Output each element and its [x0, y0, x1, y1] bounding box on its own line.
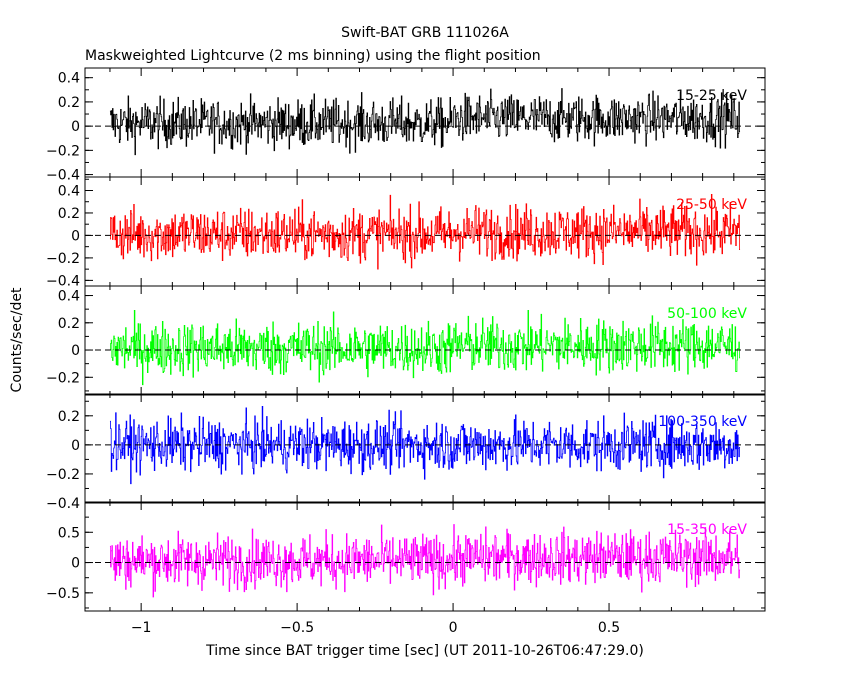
y-tick-label: −0.5: [46, 586, 80, 602]
band-label-15-350-kev: 15-350 keV: [667, 522, 747, 538]
y-tick-label: 0.2: [58, 409, 80, 425]
panels-group: −0.4 −0.2 0 0.2 0.4 15-25 keV −0.4 −0.2 0 0.2 0.4 2…: [46, 67, 766, 636]
y-tick-label: 0: [71, 438, 80, 454]
y-tick-label: 0: [71, 556, 80, 572]
y-tick-label: 0: [71, 119, 80, 135]
y-tick-label: 0: [71, 228, 80, 244]
y-tick-label: −0.2: [46, 370, 80, 386]
series-25-50-kev: [109, 194, 741, 270]
panel-15-350-kev: −0.5 0 0.5 15-350 keV: [46, 501, 766, 612]
x-tick-label: 0: [449, 620, 458, 636]
y-tick-label: 0.2: [58, 316, 80, 332]
y-tick-label: 0.4: [58, 71, 80, 87]
panel-25-50-kev: −0.4 −0.2 0 0.2 0.4 25-50 keV: [46, 176, 766, 289]
series-100-350-kev: [109, 406, 741, 485]
y-tick-label: −0.2: [46, 467, 80, 483]
y-tick-label: 0.5: [58, 525, 80, 541]
series-15-350-kev: [109, 524, 741, 598]
band-label-50-100-kev: 50-100 keV: [667, 306, 747, 322]
panel-15-25-kev: −0.4 −0.2 0 0.2 0.4 15-25 keV: [46, 67, 766, 184]
band-label-15-25-kev: 15-25 keV: [676, 88, 747, 104]
y-tick-label: −0.2: [46, 143, 80, 159]
y-tick-label: 0: [71, 343, 80, 359]
x-tick-label: −1: [131, 620, 152, 636]
panel-100-350-kev: −0.4 −0.2 0 0.2 100-350 keV: [46, 393, 766, 512]
chart-title: Swift-BAT GRB 111026A: [341, 25, 509, 41]
y-tick-label: −0.4: [46, 168, 80, 184]
series-50-100-kev: [109, 309, 741, 386]
band-label-100-350-kev: 100-350 keV: [658, 414, 747, 430]
y-tick-label: −0.2: [46, 251, 80, 267]
y-tick-label: 0.2: [58, 95, 80, 111]
panel-frame-50-100-kev: [84, 285, 766, 396]
x-tick-label: −0.5: [280, 620, 314, 636]
y-tick-label: 0.2: [58, 206, 80, 222]
panel-50-100-kev: −0.2 0 0.2 0.4 50-100 keV: [46, 285, 766, 396]
y-axis-label: Counts/sec/det: [9, 287, 25, 392]
y-tick-label: 0.4: [58, 289, 80, 305]
panel-frame-100-350-kev: [84, 393, 766, 504]
chart-subtitle: Maskweighted Lightcurve (2 ms binning) u…: [85, 48, 541, 64]
y-tick-label: 0.4: [58, 183, 80, 199]
series-15-25-kev: [109, 88, 741, 156]
band-label-25-50-kev: 25-50 keV: [676, 197, 747, 213]
y-tick-label: −0.4: [46, 496, 80, 512]
panel-frame-15-350-kev: [84, 501, 766, 612]
x-tick-label: 0.5: [598, 620, 620, 636]
x-axis-label: Time since BAT trigger time [sec] (UT 20…: [205, 643, 644, 659]
y-tick-label: −0.4: [46, 273, 80, 289]
